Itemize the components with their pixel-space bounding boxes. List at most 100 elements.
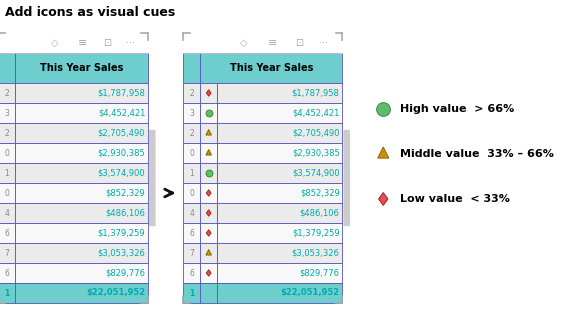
- FancyBboxPatch shape: [217, 163, 342, 183]
- Text: Add icons as visual cues: Add icons as visual cues: [5, 6, 175, 19]
- FancyBboxPatch shape: [0, 33, 148, 53]
- Text: $852,329: $852,329: [105, 189, 145, 197]
- Text: $1,379,259: $1,379,259: [292, 229, 340, 238]
- FancyBboxPatch shape: [200, 83, 217, 103]
- FancyBboxPatch shape: [183, 263, 200, 283]
- FancyBboxPatch shape: [0, 83, 15, 103]
- FancyBboxPatch shape: [15, 223, 148, 243]
- Polygon shape: [378, 147, 389, 158]
- Polygon shape: [206, 130, 211, 135]
- FancyBboxPatch shape: [217, 83, 342, 103]
- Text: 3: 3: [189, 109, 194, 117]
- Text: 2: 2: [4, 89, 9, 97]
- FancyBboxPatch shape: [0, 243, 15, 263]
- FancyBboxPatch shape: [0, 283, 15, 303]
- FancyBboxPatch shape: [183, 203, 200, 223]
- FancyBboxPatch shape: [0, 33, 148, 303]
- FancyBboxPatch shape: [0, 103, 15, 123]
- Text: $829,776: $829,776: [105, 268, 145, 277]
- Polygon shape: [206, 149, 211, 155]
- Polygon shape: [378, 192, 388, 205]
- Text: 2: 2: [189, 129, 194, 138]
- FancyBboxPatch shape: [217, 283, 342, 303]
- Text: 0: 0: [4, 148, 9, 158]
- FancyBboxPatch shape: [15, 163, 148, 183]
- FancyBboxPatch shape: [200, 163, 217, 183]
- FancyBboxPatch shape: [183, 33, 342, 53]
- Text: Low value  < 33%: Low value < 33%: [400, 194, 510, 204]
- Text: 1: 1: [189, 289, 194, 297]
- Text: 1: 1: [4, 289, 9, 297]
- Text: This Year Sales: This Year Sales: [40, 63, 123, 73]
- Text: 7: 7: [189, 248, 194, 258]
- FancyBboxPatch shape: [0, 223, 15, 243]
- FancyBboxPatch shape: [183, 183, 200, 203]
- FancyBboxPatch shape: [200, 123, 217, 143]
- Polygon shape: [207, 90, 211, 96]
- FancyBboxPatch shape: [15, 143, 148, 163]
- Text: High value  > 66%: High value > 66%: [400, 104, 514, 114]
- FancyBboxPatch shape: [217, 103, 342, 123]
- FancyBboxPatch shape: [217, 203, 342, 223]
- FancyBboxPatch shape: [15, 123, 148, 143]
- FancyBboxPatch shape: [217, 183, 342, 203]
- Text: $22,051,952: $22,051,952: [86, 289, 145, 297]
- Text: $4,452,421: $4,452,421: [292, 109, 340, 117]
- FancyBboxPatch shape: [217, 243, 342, 263]
- Text: $3,053,326: $3,053,326: [97, 248, 145, 258]
- Text: ···: ···: [319, 38, 328, 48]
- FancyBboxPatch shape: [217, 263, 342, 283]
- FancyBboxPatch shape: [0, 163, 15, 183]
- FancyBboxPatch shape: [200, 203, 217, 223]
- FancyBboxPatch shape: [200, 243, 217, 263]
- Text: $486,106: $486,106: [300, 209, 340, 217]
- FancyBboxPatch shape: [183, 223, 200, 243]
- Text: ⊡: ⊡: [104, 38, 112, 48]
- Text: 6: 6: [189, 229, 194, 238]
- Text: 2: 2: [189, 89, 194, 97]
- FancyBboxPatch shape: [15, 203, 148, 223]
- FancyBboxPatch shape: [183, 83, 200, 103]
- FancyBboxPatch shape: [200, 183, 217, 203]
- Text: 1: 1: [4, 168, 9, 178]
- FancyBboxPatch shape: [200, 143, 217, 163]
- Text: 6: 6: [4, 268, 9, 277]
- Text: 0: 0: [4, 189, 9, 197]
- FancyBboxPatch shape: [183, 243, 200, 263]
- FancyBboxPatch shape: [183, 33, 342, 303]
- FancyBboxPatch shape: [15, 103, 148, 123]
- Text: $2,930,385: $2,930,385: [97, 148, 145, 158]
- Text: $2,930,385: $2,930,385: [292, 148, 340, 158]
- FancyBboxPatch shape: [217, 223, 342, 243]
- FancyBboxPatch shape: [15, 243, 148, 263]
- Text: $1,787,958: $1,787,958: [292, 89, 340, 97]
- Text: $2,705,490: $2,705,490: [292, 129, 340, 138]
- Text: 4: 4: [189, 209, 194, 217]
- FancyBboxPatch shape: [149, 130, 155, 226]
- FancyBboxPatch shape: [0, 143, 15, 163]
- Polygon shape: [207, 270, 211, 276]
- FancyBboxPatch shape: [15, 53, 148, 83]
- FancyBboxPatch shape: [200, 223, 217, 243]
- Text: $486,106: $486,106: [105, 209, 145, 217]
- Polygon shape: [207, 210, 211, 216]
- FancyBboxPatch shape: [0, 183, 15, 203]
- Text: $4,452,421: $4,452,421: [98, 109, 145, 117]
- Text: $1,379,259: $1,379,259: [98, 229, 145, 238]
- Text: ◇: ◇: [51, 38, 59, 48]
- FancyBboxPatch shape: [200, 283, 217, 303]
- Text: $852,329: $852,329: [300, 189, 340, 197]
- FancyBboxPatch shape: [183, 123, 200, 143]
- FancyBboxPatch shape: [15, 183, 148, 203]
- FancyBboxPatch shape: [200, 53, 342, 83]
- Text: $3,574,900: $3,574,900: [292, 168, 340, 178]
- Text: ≡: ≡: [268, 38, 277, 48]
- FancyBboxPatch shape: [0, 263, 15, 283]
- FancyBboxPatch shape: [200, 103, 217, 123]
- FancyBboxPatch shape: [200, 263, 217, 283]
- Polygon shape: [206, 249, 211, 255]
- Text: $3,053,326: $3,053,326: [292, 248, 340, 258]
- Text: ◇: ◇: [240, 38, 247, 48]
- FancyBboxPatch shape: [0, 123, 15, 143]
- FancyBboxPatch shape: [183, 53, 200, 83]
